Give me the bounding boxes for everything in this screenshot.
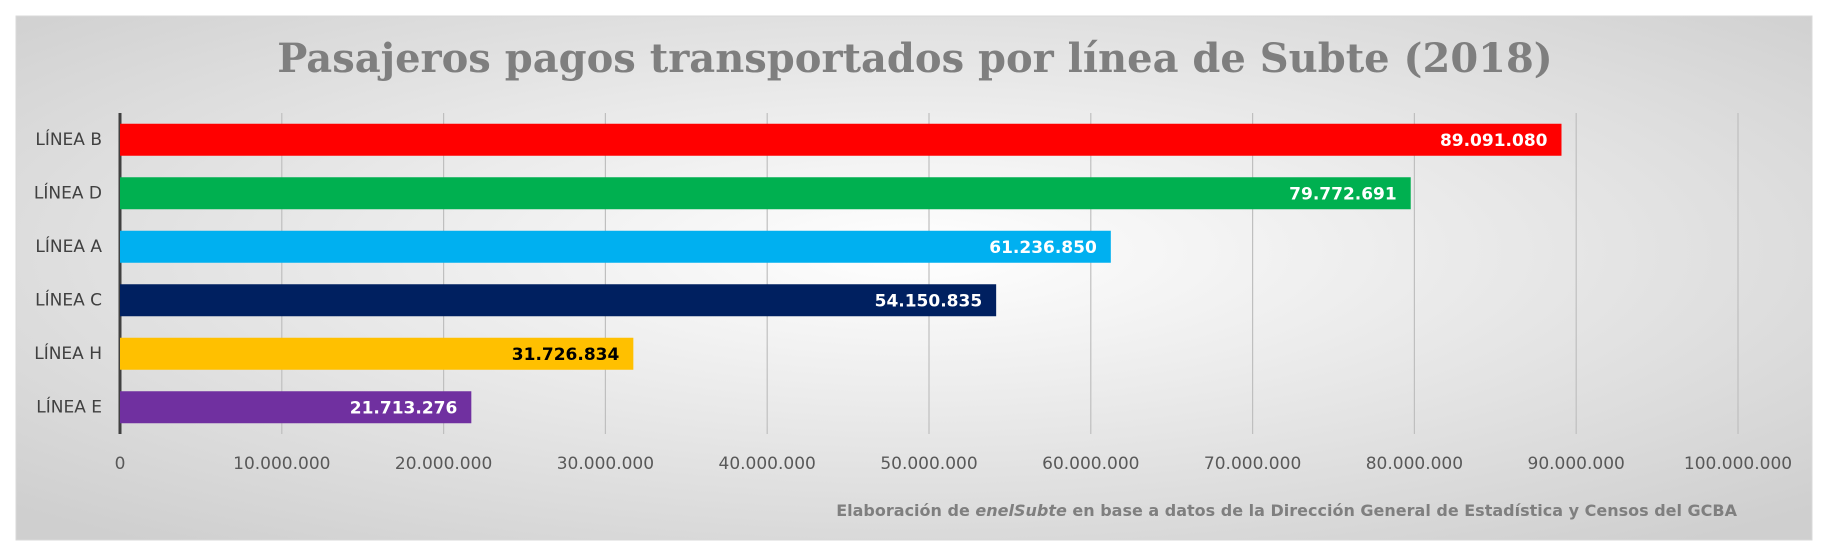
bar: [120, 337, 634, 370]
y-tick-label: LÍNEA E: [36, 395, 102, 417]
bar: [120, 230, 1111, 263]
x-tick-label: 60.000.000: [1042, 454, 1139, 474]
value-label: 61.236.850: [989, 238, 1097, 258]
y-tick-label: LÍNEA B: [35, 128, 102, 150]
x-tick-label: 10.000.000: [233, 454, 330, 474]
y-tick-label: LÍNEA C: [35, 288, 102, 310]
x-tick-label: 80.000.000: [1366, 454, 1463, 474]
value-label: 21.713.276: [350, 398, 458, 418]
y-tick-label: LÍNEA A: [35, 235, 102, 257]
value-label: 31.726.834: [512, 345, 620, 365]
source-note: Elaboración de enelSubte en base a datos…: [836, 501, 1737, 520]
x-tick-label: 70.000.000: [1204, 454, 1301, 474]
bar: [120, 391, 472, 424]
bar: [120, 284, 997, 317]
bar: [120, 177, 1411, 210]
x-tick-label: 90.000.000: [1528, 454, 1625, 474]
y-tick-label: LÍNEA D: [34, 181, 102, 203]
x-tick-label: 0: [115, 454, 126, 474]
bar: [120, 123, 1562, 156]
x-tick-label: 40.000.000: [719, 454, 816, 474]
x-tick-label: 50.000.000: [880, 454, 977, 474]
source-brand: enelSubte: [975, 501, 1067, 520]
x-tick-label: 20.000.000: [395, 454, 492, 474]
source-suffix: en base a datos de la Dirección General …: [1072, 501, 1737, 520]
chart-background: [15, 15, 1813, 541]
value-label: 79.772.691: [1289, 184, 1397, 204]
x-tick-label: 30.000.000: [557, 454, 654, 474]
source-prefix: Elaboración de: [836, 501, 970, 520]
value-label: 54.150.835: [875, 291, 983, 311]
y-tick-label: LÍNEA H: [34, 342, 102, 364]
x-tick-label: 100.000.000: [1684, 454, 1792, 474]
chart-title: Pasajeros pagos transportados por línea …: [277, 35, 1552, 82]
value-label: 89.091.080: [1440, 131, 1548, 151]
